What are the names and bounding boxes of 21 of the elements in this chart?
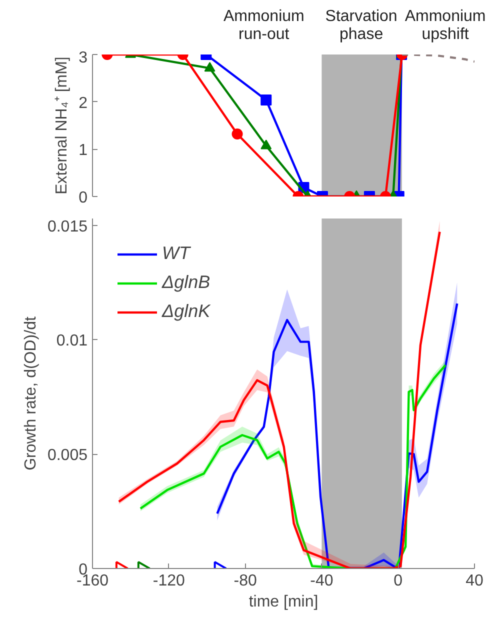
x-tick-label: -40 — [310, 572, 334, 590]
legend-label: WT — [162, 243, 190, 264]
x-tick-label: 40 — [466, 572, 484, 590]
text: Ammonium run-out — [223, 8, 304, 44]
y-tick-label: 3 — [78, 50, 88, 66]
legend-label: ΔglnK — [162, 301, 210, 322]
y-tick-label: 2 — [78, 94, 88, 112]
y-tick-label: 0.005 — [47, 447, 88, 464]
y-tick-label: 0 — [78, 190, 88, 206]
legend-label: ΔglnB — [162, 272, 210, 293]
y-axis-title: Growth rate, d(OD)/dt — [22, 316, 40, 470]
text: Ammonium upshift — [404, 8, 486, 44]
y-axis-title: External NH₄⁺ [mM] — [54, 56, 71, 194]
y-tick-label: 1 — [78, 142, 88, 160]
band-label: Starvation phase — [325, 8, 398, 44]
x-tick-label: 0 — [394, 572, 403, 590]
y-tick-label: 0.01 — [56, 332, 88, 350]
x-tick-label: -120 — [152, 572, 186, 590]
y-tick-label: 0.015 — [47, 218, 88, 236]
x-axis-title: time [min] — [248, 594, 318, 610]
x-tick-label: -80 — [234, 572, 257, 590]
